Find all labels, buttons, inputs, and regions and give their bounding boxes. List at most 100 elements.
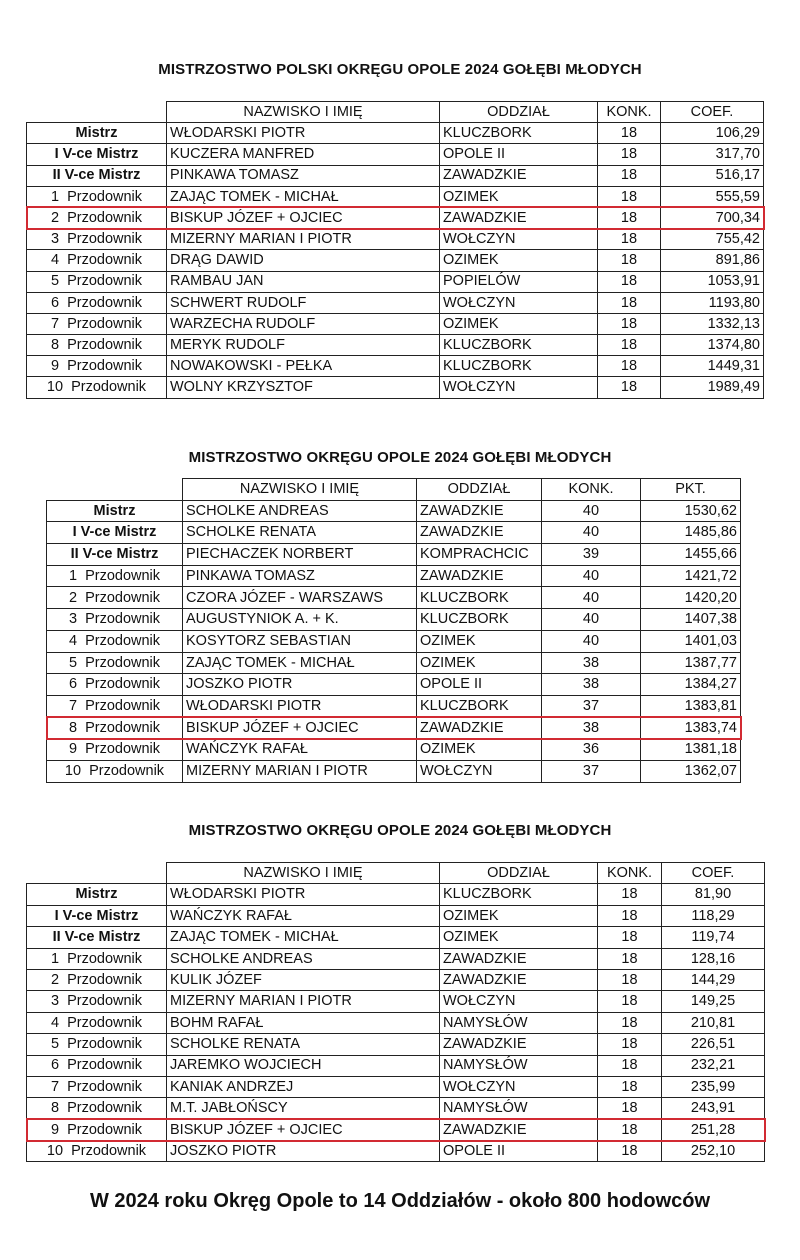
branch-cell: ZAWADZKIE [439, 164, 598, 187]
konk-cell: 18 [597, 883, 662, 906]
branch-cell: OZIMEK [439, 249, 598, 272]
table-row: 1 Przodownik PINKAWA TOMASZ ZAWADZKIE 40 142… [46, 564, 741, 588]
table-row: 2 Przodownik KULIK JÓZEF ZAWADZKIE 18 144,29 [26, 968, 765, 992]
konk-cell: 18 [597, 228, 661, 251]
rank-cell: 3 Przodownik [46, 608, 183, 631]
rank-cell: 1 Przodownik [26, 947, 167, 970]
rank-cell: 8 Przodownik [46, 716, 183, 740]
branch-cell: NAMYSŁÓW [439, 1011, 598, 1035]
name-cell: WARZECHA RUDOLF [166, 312, 440, 336]
value-cell: 1383,74 [640, 716, 741, 740]
rank-cell: 8 Przodownik [26, 334, 167, 357]
header-name: NAZWISKO I IMIĘ [166, 861, 440, 885]
rank-cell: 1 Przodownik [26, 185, 167, 208]
table-row: 1 Przodownik SCHOLKE ANDREAS ZAWADZKIE 18 12… [26, 947, 765, 970]
konk-cell: 38 [541, 673, 641, 696]
branch-cell: ZAWADZKIE [439, 206, 598, 230]
branch-cell: OZIMEK [416, 629, 542, 653]
konk-cell: 18 [597, 249, 661, 272]
konk-cell: 40 [541, 586, 641, 610]
table-row: 1 Przodownik ZAJĄC TOMEK - MICHAŁ OZIMEK 18… [26, 185, 764, 208]
value-cell: 1387,77 [640, 651, 741, 675]
rank-cell: Mistrz [26, 883, 167, 906]
name-cell: PINKAWA TOMASZ [182, 564, 417, 588]
name-cell: SCHOLKE RENATA [166, 1033, 440, 1056]
value-cell: 252,10 [661, 1140, 765, 1163]
konk-cell: 18 [597, 947, 662, 970]
value-cell: 891,86 [660, 249, 764, 272]
branch-cell: KLUCZBORK [439, 122, 598, 145]
table-row: II V-ce Mistrz PIECHACZEK NORBERT KOMPRACH… [46, 543, 741, 566]
branch-cell: ZAWADZKIE [439, 968, 598, 992]
rank-cell: 10 Przodownik [26, 376, 167, 399]
konk-cell: 18 [597, 291, 661, 314]
rank-cell: Mistrz [46, 499, 183, 523]
konk-cell: 18 [597, 990, 662, 1013]
value-cell: 1383,81 [640, 694, 741, 718]
branch-cell: KLUCZBORK [416, 608, 542, 631]
name-cell: BISKUP JÓZEF + OJCIEC [182, 716, 417, 740]
branch-cell: KLUCZBORK [439, 883, 598, 906]
branch-cell: KLUCZBORK [439, 355, 598, 378]
table-row: 6 Przodownik JAREMKO WOJCIECH NAMYSŁÓW 18 23… [26, 1054, 765, 1077]
value-cell: 1407,38 [640, 608, 741, 631]
rank-cell: I V-ce Mistrz [26, 143, 167, 166]
rank-cell: I V-ce Mistrz [46, 521, 183, 545]
name-cell: MIZERNY MARIAN I PIOTR [166, 990, 440, 1013]
konk-cell: 18 [597, 164, 661, 187]
table-2-title: MISTRZOSTWO OKRĘGU OPOLE 2024 GOŁĘBI MŁO… [188, 449, 612, 466]
table-row: 8 Przodownik M.T. JABŁOŃSCY NAMYSŁÓW 18 243,… [26, 1097, 765, 1120]
branch-cell: POPIELÓW [439, 270, 598, 293]
rank-cell: 10 Przodownik [46, 759, 183, 783]
table-row: 5 Przodownik RAMBAU JAN POPIELÓW 18 1053,91 [26, 270, 764, 293]
branch-cell: WOŁCZYN [439, 291, 598, 314]
rank-cell: 5 Przodownik [46, 651, 183, 675]
header-blank-cell [26, 101, 167, 124]
table-row: I V-ce Mistrz WAŃCZYK RAFAŁ OZIMEK 18 118,29 [26, 904, 765, 928]
table-row: 4 Przodownik KOSYTORZ SEBASTIAN OZIMEK 40 14… [46, 629, 741, 653]
header-value: COEF. [661, 861, 765, 885]
name-cell: AUGUSTYNIOK A. + K. [182, 608, 417, 631]
value-cell: 226,51 [661, 1033, 765, 1056]
value-cell: 1332,13 [660, 312, 764, 336]
table-row: 7 Przodownik KANIAK ANDRZEJ WOŁCZYN 18 235,9… [26, 1075, 765, 1099]
branch-cell: OZIMEK [416, 738, 542, 761]
name-cell: SCHOLKE ANDREAS [166, 947, 440, 970]
name-cell: WAŃCZYK RAFAŁ [166, 904, 440, 928]
header-row: NAZWISKO I IMIĘ ODDZIAŁ KONK. PKT. [46, 478, 741, 501]
value-cell: 1053,91 [660, 270, 764, 293]
name-cell: MIZERNY MARIAN I PIOTR [166, 228, 440, 251]
value-cell: 144,29 [661, 968, 765, 992]
rank-cell: 7 Przodownik [26, 312, 167, 336]
name-cell: WOLNY KRZYSZTOF [166, 376, 440, 399]
name-cell: BISKUP JÓZEF + OJCIEC [166, 206, 440, 230]
value-cell: 149,25 [661, 990, 765, 1013]
header-branch: ODDZIAŁ [439, 861, 598, 885]
value-cell: 251,28 [661, 1118, 765, 1142]
rank-cell: 2 Przodownik [46, 586, 183, 610]
branch-cell: ZAWADZKIE [439, 1118, 598, 1142]
rank-cell: 6 Przodownik [26, 1054, 167, 1077]
table-row: 2 Przodownik CZORA JÓZEF - WARSZAWS KLUCZB… [46, 586, 741, 610]
branch-cell: ZAWADZKIE [416, 716, 542, 740]
konk-cell: 18 [597, 355, 661, 378]
header-branch: ODDZIAŁ [439, 100, 598, 124]
konk-cell: 37 [541, 759, 641, 783]
value-cell: 1530,62 [640, 499, 741, 523]
table-row: 7 Przodownik WARZECHA RUDOLF OZIMEK 18 1332,… [26, 312, 764, 336]
branch-cell: WOŁCZYN [439, 376, 598, 399]
value-cell: 1455,66 [640, 543, 741, 566]
value-cell: 1421,72 [640, 564, 741, 588]
header-row: NAZWISKO I IMIĘ ODDZIAŁ KONK. COEF. [26, 100, 764, 124]
konk-cell: 39 [541, 543, 641, 566]
name-cell: JAREMKO WOJCIECH [166, 1054, 440, 1077]
table-row: 8 Przodownik MERYK RUDOLF KLUCZBORK 18 1374,… [26, 334, 764, 357]
konk-cell: 18 [597, 376, 661, 399]
konk-cell: 18 [597, 1097, 662, 1120]
name-cell: RAMBAU JAN [166, 270, 440, 293]
rank-cell: 9 Przodownik [26, 1118, 167, 1142]
branch-cell: KOMPRACHCIC [416, 543, 542, 566]
table-3-title: MISTRZOSTWO OKRĘGU OPOLE 2024 GOŁĘBI MŁO… [188, 822, 612, 839]
rank-cell: 4 Przodownik [46, 629, 183, 653]
name-cell: WŁODARSKI PIOTR [166, 122, 440, 145]
